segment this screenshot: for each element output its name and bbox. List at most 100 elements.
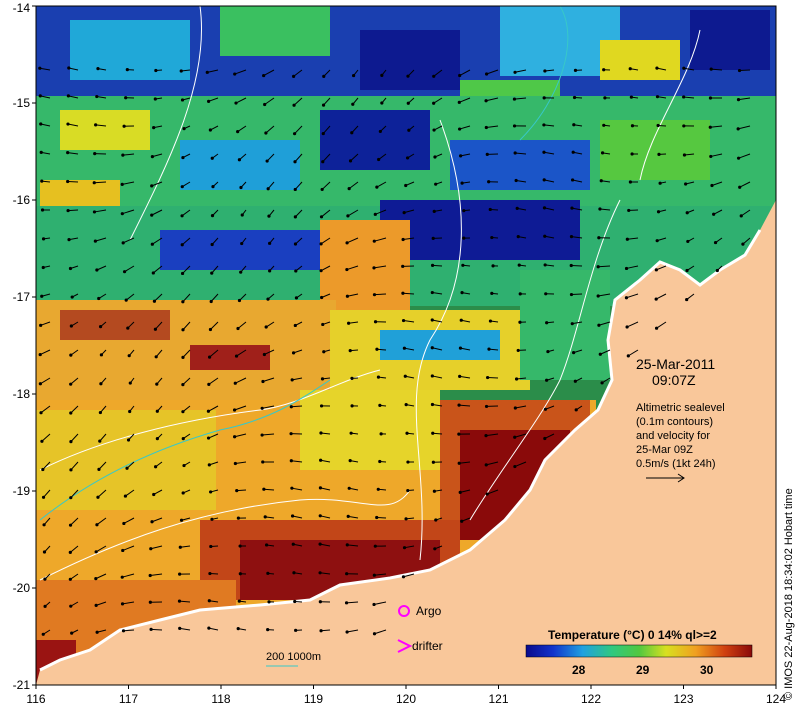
velocity-vector [320, 515, 331, 519]
velocity-vector-head [43, 577, 47, 581]
argo-label: Argo [416, 604, 442, 618]
velocity-vector-head [405, 431, 409, 435]
velocity-vector-head [430, 374, 434, 378]
velocity-vector-head [402, 211, 406, 215]
velocity-vector-head [404, 403, 408, 407]
velocity-vector-head [148, 600, 152, 604]
velocity-vector-head [126, 438, 131, 442]
velocity-vector [572, 321, 583, 325]
velocity-vector-head [94, 577, 98, 581]
velocity-vector-head [321, 160, 325, 164]
velocity-vector [572, 179, 583, 183]
velocity-vector-head [485, 72, 489, 76]
velocity-vector-head [513, 70, 517, 74]
velocity-vector [42, 461, 51, 470]
velocity-vector-head [263, 515, 267, 519]
velocity-vector [460, 347, 471, 351]
velocity-vector-head [152, 126, 156, 130]
velocity-vector-head [401, 264, 405, 268]
velocity-vector [155, 321, 163, 330]
velocity-vector-head [462, 209, 466, 213]
velocity-vector-head [686, 239, 690, 244]
velocity-vector [266, 153, 275, 162]
velocity-vector-head [232, 408, 237, 412]
velocity-vector [346, 237, 359, 244]
velocity-vector [70, 489, 79, 499]
velocity-vector-head [123, 494, 128, 498]
velocity-vector-head [543, 234, 547, 238]
velocity-vector-head [715, 268, 719, 273]
velocity-vector-head [484, 463, 488, 467]
velocity-vector-head [289, 405, 293, 409]
velocity-vector-head [375, 347, 379, 351]
velocity-vector-head [739, 214, 743, 218]
velocity-vector-head [97, 296, 101, 301]
velocity-vector-head [460, 519, 464, 523]
velocity-vector-head [430, 263, 435, 268]
velocity-vector-head [99, 382, 103, 386]
velocity-vector [600, 349, 611, 355]
velocity-vector [346, 601, 359, 604]
velocity-vector-head [98, 439, 102, 443]
velocity-vector-head [572, 95, 577, 100]
velocity-vector-head [372, 293, 377, 297]
velocity-vector [374, 573, 387, 576]
velocity-vector-head [485, 152, 489, 157]
velocity-vector-head [66, 122, 70, 126]
velocity-vector-head [569, 263, 573, 268]
velocity-vector-head [93, 152, 97, 156]
velocity-vector-head [625, 237, 629, 241]
velocity-vector-head [208, 128, 212, 132]
velocity-vector-head [181, 410, 185, 414]
velocity-vector-head [682, 66, 686, 70]
velocity-vector-head [431, 236, 435, 241]
velocity-vector-head [320, 377, 325, 381]
velocity-vector-head [352, 73, 356, 78]
velocity-vector-head [66, 151, 70, 155]
velocity-vector-head [122, 521, 126, 526]
velocity-vector [432, 347, 443, 351]
velocity-vector-head [181, 491, 185, 495]
velocity-vector-head [41, 265, 45, 270]
velocity-vector-head [180, 271, 185, 276]
velocity-vector-head [432, 128, 436, 132]
velocity-vector-head [430, 402, 435, 407]
velocity-vector-head [207, 382, 211, 386]
velocity-vector-head [600, 151, 605, 155]
velocity-vector-head [69, 439, 73, 444]
velocity-vector-head [685, 211, 689, 215]
velocity-vector-head [603, 96, 607, 100]
velocity-vector-head [709, 67, 713, 71]
velocity-vector [262, 433, 275, 436]
scale-arrow-head [677, 473, 685, 483]
velocity-vector-head [121, 548, 125, 553]
lat-tick-label: -18 [13, 387, 31, 401]
velocity-vector-head [98, 325, 103, 329]
velocity-vector [710, 125, 723, 128]
velocity-vector-head [345, 572, 349, 576]
velocity-vector [122, 601, 135, 605]
velocity-vector-head [151, 271, 155, 275]
velocity-vector-head [207, 599, 211, 603]
velocity-vector-head [401, 575, 406, 579]
velocity-vector [571, 264, 583, 267]
velocity-vector-head [513, 406, 517, 410]
velocity-vector-head [319, 404, 324, 408]
velocity-vector-head [260, 433, 264, 437]
velocity-vector-head [182, 463, 186, 468]
velocity-vector-head [543, 436, 547, 441]
velocity-vector-head [127, 354, 131, 358]
velocity-vector [627, 237, 639, 240]
velocity-vector [234, 69, 247, 75]
velocity-vector-head [181, 436, 185, 441]
velocity-vector-head [372, 266, 376, 270]
velocity-vector [350, 153, 359, 162]
velocity-vector-head [657, 152, 661, 156]
velocity-vector [96, 265, 107, 271]
velocity-vector-head [685, 297, 689, 302]
velocity-vector-head [262, 487, 266, 491]
velocity-vector-head [515, 206, 519, 210]
velocity-vector-head [517, 263, 521, 267]
velocity-vector-head [94, 603, 98, 607]
